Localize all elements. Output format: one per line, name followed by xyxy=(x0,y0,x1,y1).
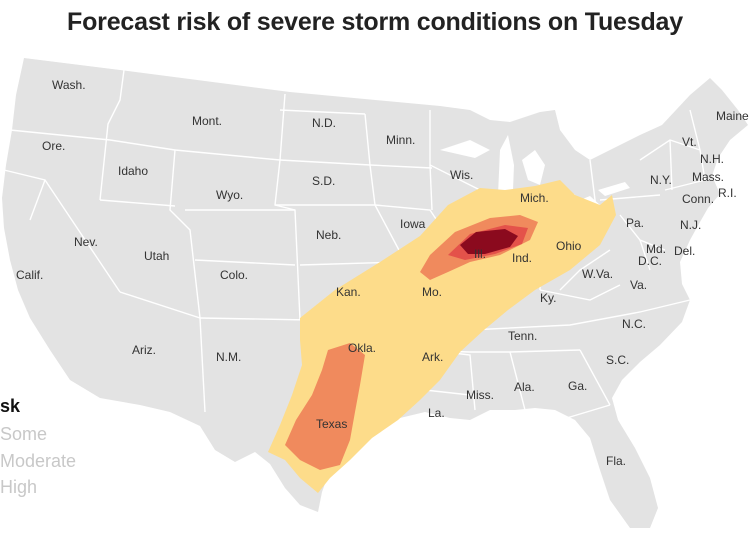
state-label-nc: N.C. xyxy=(622,317,646,331)
state-label-texas: Texas xyxy=(316,417,347,431)
state-label-kan: Kan. xyxy=(336,285,361,299)
state-label-va: Va. xyxy=(630,278,647,292)
state-label-ny: N.Y. xyxy=(650,173,672,187)
risk-area-some xyxy=(268,180,616,493)
legend-title: sk xyxy=(0,396,21,416)
risk-area-moderate-south xyxy=(285,343,365,470)
state-label-ariz: Ariz. xyxy=(132,343,156,357)
state-label-tenn: Tenn. xyxy=(508,329,537,343)
state-label-ind: Ind. xyxy=(512,251,532,265)
state-label-ala: Ala. xyxy=(514,380,535,394)
state-label-sd: S.D. xyxy=(312,174,335,188)
state-label-la: La. xyxy=(428,406,445,420)
state-label-maine: Maine xyxy=(716,109,749,123)
state-label-idaho: Idaho xyxy=(118,164,148,178)
state-label-fla: Fla. xyxy=(606,454,626,468)
state-label-mo: Mo. xyxy=(422,285,442,299)
state-label-dc: D.C. xyxy=(638,254,662,268)
state-label-colo: Colo. xyxy=(220,268,248,282)
state-label-miss: Miss. xyxy=(466,388,494,402)
state-label-wash: Wash. xyxy=(52,78,86,92)
state-label-ore: Ore. xyxy=(42,139,65,153)
state-label-mich: Mich. xyxy=(520,191,549,205)
state-label-vt: Vt. xyxy=(682,135,697,149)
state-label-okla: Okla. xyxy=(348,341,376,355)
state-label-wyo: Wyo. xyxy=(216,188,243,202)
state-label-nh: N.H. xyxy=(700,152,724,166)
state-label-ga: Ga. xyxy=(568,379,587,393)
state-label-minn: Minn. xyxy=(386,133,415,147)
state-label-ill: Ill. xyxy=(474,247,486,261)
state-label-conn: Conn. xyxy=(682,192,714,206)
state-label-sc: S.C. xyxy=(606,353,629,367)
state-label-mont: Mont. xyxy=(192,114,222,128)
state-label-nd: N.D. xyxy=(312,116,336,130)
state-label-utah: Utah xyxy=(144,249,169,263)
state-label-wis: Wis. xyxy=(450,168,473,182)
state-label-wva: W.Va. xyxy=(582,267,613,281)
state-label-md: Md. xyxy=(646,242,666,256)
state-label-del: Del. xyxy=(674,244,695,258)
state-label-ky: Ky. xyxy=(540,291,556,305)
state-label-ohio: Ohio xyxy=(556,239,582,253)
state-label-mass: Mass. xyxy=(692,170,724,184)
state-label-calif: Calif. xyxy=(16,268,43,282)
state-label-nev: Nev. xyxy=(74,235,98,249)
state-label-ri: R.I. xyxy=(718,186,737,200)
state-label-iowa: Iowa xyxy=(400,217,426,231)
state-labels: Wash. Mont. N.D. Minn. Maine Ore. Idaho … xyxy=(16,78,749,468)
state-label-ark: Ark. xyxy=(422,350,443,364)
legend-item-high: High xyxy=(0,477,38,497)
state-label-pa: Pa. xyxy=(626,216,644,230)
map-title: Forecast risk of severe storm conditions… xyxy=(67,8,683,36)
legend-item-moderate: Moderate xyxy=(0,451,77,471)
state-label-nm: N.M. xyxy=(216,350,241,364)
state-label-neb: Neb. xyxy=(316,228,341,242)
state-label-nj: N.J. xyxy=(680,218,701,232)
legend-item-some: Some xyxy=(0,424,48,444)
risk-area-high xyxy=(460,229,518,254)
